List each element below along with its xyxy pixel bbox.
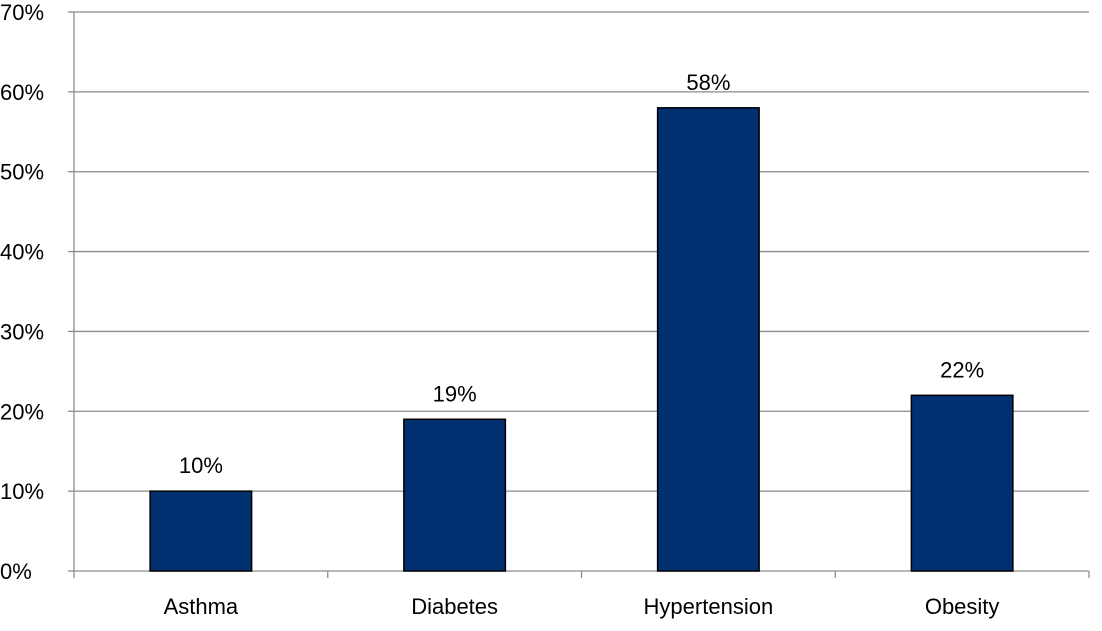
x-tick-label: Diabetes — [411, 594, 498, 619]
bar-asthma — [149, 490, 253, 572]
data-label: 22% — [940, 357, 984, 382]
y-tick-label: 50% — [0, 160, 44, 185]
bars — [149, 107, 1014, 572]
x-tick-label: Obesity — [925, 594, 1000, 619]
data-label: 58% — [686, 70, 730, 95]
data-label: 19% — [433, 381, 477, 406]
y-tick-label: 70% — [0, 0, 44, 25]
data-label: 10% — [179, 453, 223, 478]
bar-obesity — [910, 394, 1014, 572]
gridlines — [74, 11, 1089, 492]
bar-diabetes — [403, 418, 507, 572]
y-tick-label: 30% — [0, 319, 44, 344]
y-tick-label: 10% — [0, 479, 44, 504]
y-tick-label: 0% — [0, 559, 32, 584]
x-tick-label: Hypertension — [644, 594, 774, 619]
x-tick-label: Asthma — [164, 594, 239, 619]
y-tick-label: 20% — [0, 399, 44, 424]
y-tick-label: 40% — [0, 240, 44, 265]
y-tick-label: 60% — [0, 80, 44, 105]
bar-hypertension — [656, 107, 760, 572]
labels: 0% 10% 20% 30% 40% 50% 60% 70% 10% Asthma 19% Diabe… — [0, 0, 999, 619]
